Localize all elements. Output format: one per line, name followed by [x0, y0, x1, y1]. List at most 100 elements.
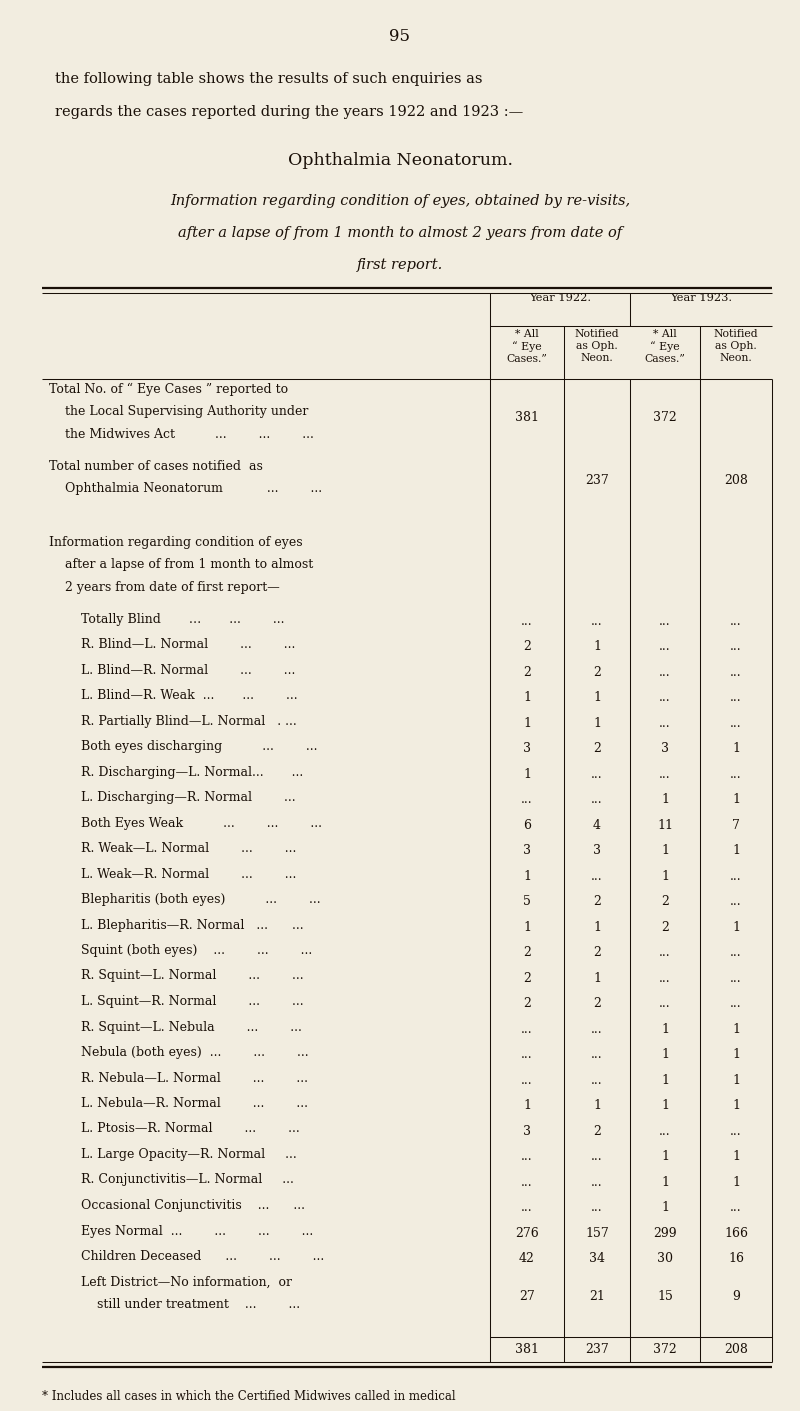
- Text: ...: ...: [659, 972, 671, 985]
- Text: L. Blind—R. Weak  ...       ...        ...: L. Blind—R. Weak ... ... ...: [49, 689, 298, 703]
- Text: ...: ...: [521, 1201, 533, 1215]
- Text: 1: 1: [732, 1074, 740, 1086]
- Text: ...: ...: [521, 793, 533, 806]
- Text: 1: 1: [523, 1099, 531, 1112]
- Text: 1: 1: [732, 1099, 740, 1112]
- Text: 5: 5: [523, 895, 531, 909]
- Text: ...: ...: [659, 615, 671, 628]
- Text: 2: 2: [523, 641, 531, 653]
- Text: ...: ...: [591, 1201, 603, 1215]
- Text: ...: ...: [659, 947, 671, 959]
- Text: 1: 1: [732, 921, 740, 934]
- Text: 3: 3: [523, 1125, 531, 1137]
- Text: ...: ...: [591, 1023, 603, 1036]
- Text: Eyes Normal  ...        ...        ...        ...: Eyes Normal ... ... ... ...: [49, 1225, 314, 1237]
- Text: ...: ...: [730, 1201, 742, 1215]
- Text: 2: 2: [593, 947, 601, 959]
- Text: 27: 27: [519, 1291, 535, 1304]
- Text: 299: 299: [653, 1226, 677, 1240]
- Text: 42: 42: [519, 1252, 535, 1266]
- Text: ...: ...: [730, 691, 742, 704]
- Text: ...: ...: [730, 666, 742, 679]
- Text: 1: 1: [523, 717, 531, 729]
- Text: ...: ...: [521, 1175, 533, 1188]
- Text: 372: 372: [653, 411, 677, 423]
- Text: 237: 237: [585, 1343, 609, 1356]
- Text: 1: 1: [732, 1048, 740, 1061]
- Text: 21: 21: [589, 1291, 605, 1304]
- Text: ...: ...: [521, 1023, 533, 1036]
- Text: 9: 9: [732, 1291, 740, 1304]
- Text: 2: 2: [523, 666, 531, 679]
- Text: Squint (both eyes)    ...        ...        ...: Squint (both eyes) ... ... ...: [49, 944, 312, 957]
- Text: 2: 2: [593, 1125, 601, 1137]
- Text: 1: 1: [732, 793, 740, 806]
- Text: 1: 1: [732, 844, 740, 858]
- Text: 2: 2: [523, 972, 531, 985]
- Text: Both eyes discharging          ...        ...: Both eyes discharging ... ...: [49, 739, 318, 753]
- Text: 1: 1: [661, 844, 669, 858]
- Text: ...: ...: [659, 641, 671, 653]
- Text: Blepharitis (both eyes)          ...        ...: Blepharitis (both eyes) ... ...: [49, 893, 321, 906]
- Text: L. Discharging—R. Normal        ...: L. Discharging—R. Normal ...: [49, 792, 296, 804]
- Text: Total number of cases notified  as: Total number of cases notified as: [49, 460, 263, 473]
- Text: ...: ...: [659, 768, 671, 780]
- Text: 1: 1: [661, 1048, 669, 1061]
- Text: ...: ...: [591, 793, 603, 806]
- Text: 1: 1: [661, 793, 669, 806]
- Text: 1: 1: [661, 1175, 669, 1188]
- Text: Occasional Conjunctivitis    ...      ...: Occasional Conjunctivitis ... ...: [49, 1199, 305, 1212]
- Text: ...: ...: [730, 768, 742, 780]
- Text: * All
“ Eye
Cases.”: * All “ Eye Cases.”: [645, 329, 686, 364]
- Text: L. Squint—R. Normal        ...        ...: L. Squint—R. Normal ... ...: [49, 995, 304, 1007]
- Text: 237: 237: [585, 474, 609, 487]
- Text: 2 years from date of first report—: 2 years from date of first report—: [49, 581, 280, 594]
- Text: 3: 3: [593, 844, 601, 858]
- Text: 2: 2: [661, 921, 669, 934]
- Text: 1: 1: [661, 1201, 669, 1215]
- Text: 1: 1: [732, 1023, 740, 1036]
- Text: 1: 1: [523, 869, 531, 883]
- Text: 3: 3: [523, 742, 531, 755]
- Text: 1: 1: [732, 1150, 740, 1163]
- Text: the Midwives Act          ...        ...        ...: the Midwives Act ... ... ...: [49, 428, 314, 440]
- Text: 2: 2: [523, 998, 531, 1010]
- Text: ...: ...: [659, 717, 671, 729]
- Text: 1: 1: [661, 1023, 669, 1036]
- Text: R. Squint—L. Normal        ...        ...: R. Squint—L. Normal ... ...: [49, 969, 304, 982]
- Text: 2: 2: [593, 998, 601, 1010]
- Text: Ophthalmia Neonatorum           ...        ...: Ophthalmia Neonatorum ... ...: [49, 483, 322, 495]
- Text: ...: ...: [591, 1150, 603, 1163]
- Text: ...: ...: [730, 972, 742, 985]
- Text: 4: 4: [593, 818, 601, 831]
- Text: 2: 2: [593, 895, 601, 909]
- Text: 1: 1: [661, 869, 669, 883]
- Text: 1: 1: [593, 691, 601, 704]
- Text: 1: 1: [661, 1150, 669, 1163]
- Text: 95: 95: [390, 28, 410, 45]
- Text: ...: ...: [730, 998, 742, 1010]
- Text: still under treatment    ...        ...: still under treatment ... ...: [49, 1298, 300, 1311]
- Text: 208: 208: [724, 1343, 748, 1356]
- Text: Ophthalmia Neonatorum.: Ophthalmia Neonatorum.: [287, 152, 513, 169]
- Text: the following table shows the results of such enquiries as: the following table shows the results of…: [55, 72, 482, 86]
- Text: Information regarding condition of eyes, obtained by re-visits,: Information regarding condition of eyes,…: [170, 193, 630, 207]
- Text: Notified
as Oph.
Neon.: Notified as Oph. Neon.: [714, 329, 758, 363]
- Text: ...: ...: [730, 641, 742, 653]
- Text: 381: 381: [515, 1343, 539, 1356]
- Text: Year 1922.: Year 1922.: [529, 293, 591, 303]
- Text: ...: ...: [591, 1048, 603, 1061]
- Text: 1: 1: [593, 921, 601, 934]
- Text: R. Nebula—L. Normal        ...        ...: R. Nebula—L. Normal ... ...: [49, 1071, 308, 1085]
- Text: ...: ...: [591, 768, 603, 780]
- Text: Totally Blind       …       ...        ...: Totally Blind … ... ...: [49, 612, 285, 625]
- Text: ...: ...: [659, 666, 671, 679]
- Text: Notified
as Oph.
Neon.: Notified as Oph. Neon.: [574, 329, 619, 363]
- Text: 7: 7: [732, 818, 740, 831]
- Text: 3: 3: [661, 742, 669, 755]
- Text: Left District—No information,  or: Left District—No information, or: [49, 1276, 292, 1288]
- Text: 1: 1: [593, 972, 601, 985]
- Text: 1: 1: [593, 717, 601, 729]
- Text: ...: ...: [730, 615, 742, 628]
- Text: L. Weak—R. Normal        ...        ...: L. Weak—R. Normal ... ...: [49, 868, 296, 880]
